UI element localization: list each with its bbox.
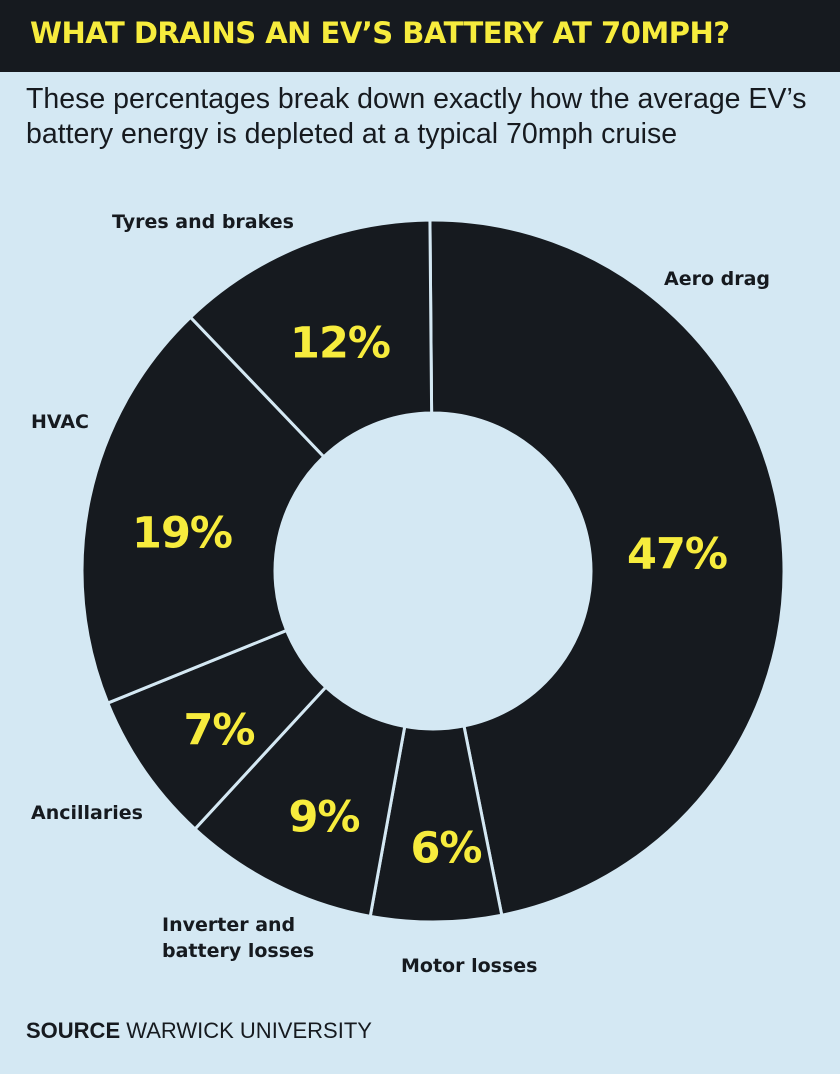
slice-aero-drag bbox=[428, 218, 786, 917]
chart-value-labels: 47% 6% 9% 7% 19% 12% bbox=[132, 319, 728, 874]
page-title: WHAT DRAINS AN EV’S BATTERY AT 70MPH? bbox=[30, 16, 730, 50]
value-label: 47% bbox=[627, 530, 727, 580]
title-bar: WHAT DRAINS AN EV’S BATTERY AT 70MPH? bbox=[0, 0, 840, 72]
value-label: 19% bbox=[132, 509, 232, 559]
category-label: HVAC bbox=[31, 411, 89, 433]
category-label: Inverter and battery losses bbox=[162, 914, 314, 962]
category-label: Ancillaries bbox=[31, 802, 143, 824]
category-label: Motor losses bbox=[401, 955, 537, 977]
value-label: 12% bbox=[290, 319, 390, 369]
value-label: 6% bbox=[410, 824, 481, 874]
category-label: Aero drag bbox=[664, 268, 770, 290]
page-subtitle: These percentages break down exactly how… bbox=[26, 83, 807, 150]
source-name: WARWICK UNIVERSITY bbox=[126, 1018, 372, 1043]
slice-tyres-and-brakes bbox=[188, 218, 434, 459]
source-credit: SOURCE WARWICK UNIVERSITY bbox=[26, 1018, 372, 1044]
chart-slices bbox=[80, 218, 786, 924]
chart-category-labels: Aero drag Motor losses Inverter and battery… bbox=[31, 211, 770, 977]
category-label: Tyres and brakes bbox=[112, 211, 294, 233]
value-label: 9% bbox=[288, 793, 359, 843]
source-label: SOURCE bbox=[26, 1018, 121, 1043]
slice-hvac bbox=[80, 315, 326, 706]
value-label: 7% bbox=[183, 706, 254, 756]
